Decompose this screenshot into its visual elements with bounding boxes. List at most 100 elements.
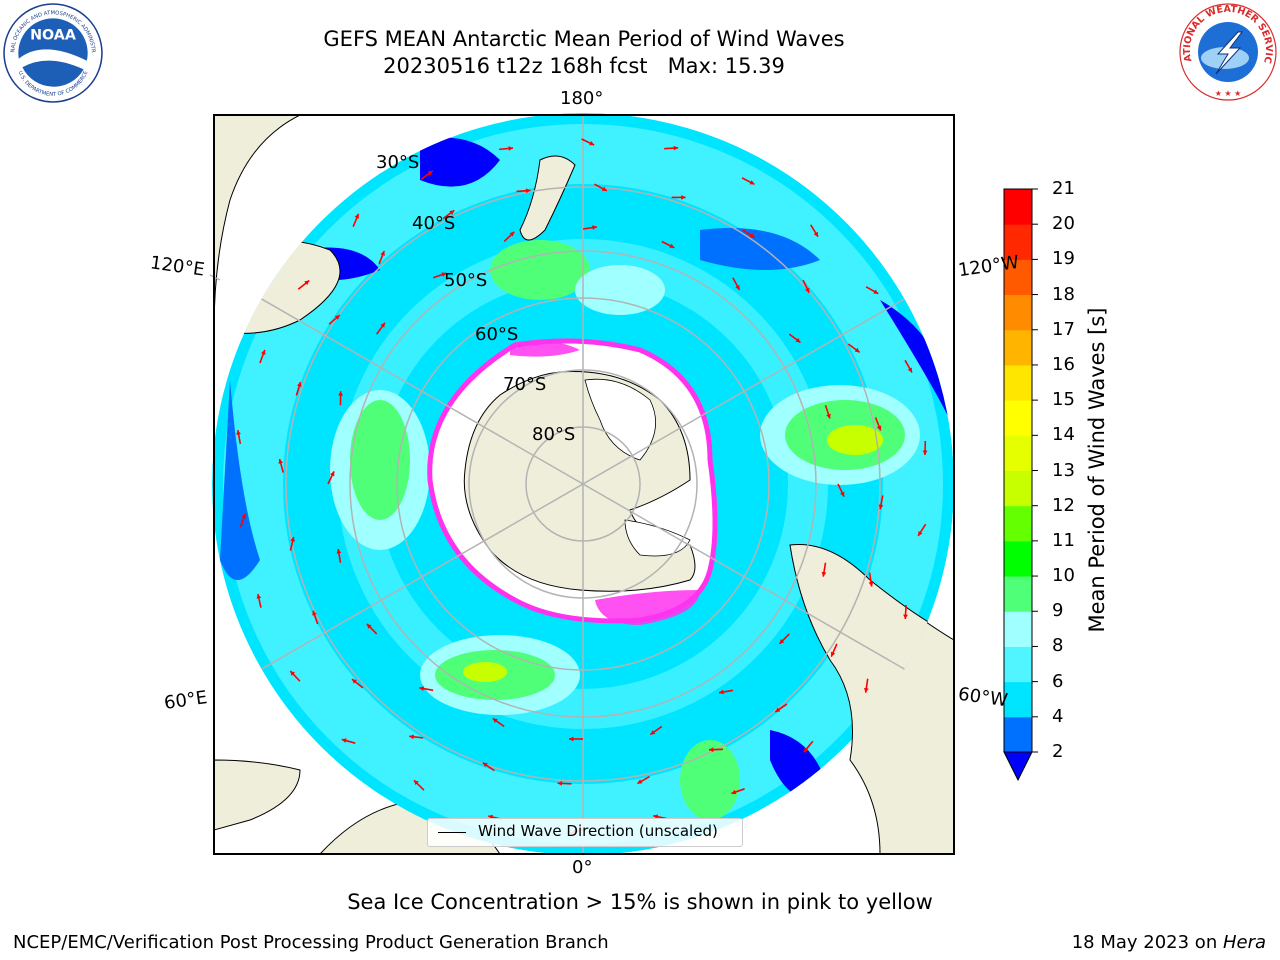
- wave-arrow-head: [492, 718, 498, 723]
- legend-label: Wind Wave Direction (unscaled): [478, 822, 718, 840]
- wave-arrow-head: [878, 504, 884, 510]
- wave-arrow-head: [261, 349, 266, 355]
- footer-machine: Hera: [1222, 932, 1266, 953]
- footer-date-text: 18 May 2023 on: [1071, 932, 1223, 953]
- wave-arrow-head: [296, 381, 302, 387]
- colorbar-tick-label: 19: [1052, 248, 1075, 270]
- colorbar-tick-label: 13: [1052, 459, 1075, 481]
- colorbar-segment: [1004, 364, 1032, 401]
- colorbar-tick-label: 17: [1052, 318, 1075, 340]
- wave-arrow-head: [854, 347, 860, 353]
- colorbar-tick-label: 10: [1052, 565, 1075, 587]
- wave-arrow-head: [813, 231, 819, 237]
- wave-arrow-head: [336, 548, 342, 554]
- wave-arrow-head: [907, 367, 912, 373]
- colorbar-segment: [1004, 505, 1032, 542]
- wave-arrow-head: [669, 243, 675, 248]
- wave-arrow-head: [409, 734, 414, 740]
- colorbar-tick-label: 8: [1052, 635, 1064, 657]
- colorbar-label: Mean Period of Wind Waves [s]: [1085, 307, 1109, 633]
- wave-arrow-head: [290, 536, 295, 542]
- chart-subtitle: 20230516 t12z 168h fcst Max: 15.39: [383, 54, 785, 78]
- colorbar-under-arrow: [1003, 751, 1033, 782]
- colorbar-segment: [1004, 576, 1032, 612]
- footer-credit: NCEP/EMC/Verification Post Processing Pr…: [13, 932, 609, 953]
- lat-label: 50°S: [444, 270, 488, 291]
- wave-arrow-head: [775, 707, 781, 712]
- wave-arrow-head: [922, 450, 928, 455]
- wave-arrow-head: [441, 272, 447, 277]
- wave-arrow-head: [830, 651, 836, 657]
- wave-arrow-head: [419, 686, 425, 691]
- wave-arrow-head: [731, 789, 737, 795]
- colorbar-segment: [1004, 189, 1032, 225]
- wave-arrow-head: [803, 747, 809, 753]
- wave-arrow-head: [805, 287, 810, 293]
- wave-arrow-head: [351, 679, 357, 684]
- wave-arrow-head: [749, 233, 755, 238]
- noaa-logo-text: NOAA: [30, 28, 76, 44]
- period-patch: [827, 425, 883, 455]
- wave-arrow-head: [380, 250, 385, 256]
- wave-arrow-head: [330, 471, 335, 477]
- wave-arrow-head: [413, 780, 419, 786]
- colorbar-segment: [1004, 294, 1032, 331]
- legend: Wind Wave Direction (unscaled): [427, 818, 743, 847]
- wave-arrow-head: [708, 747, 714, 753]
- colorbar-segment: [1004, 611, 1032, 647]
- colorbar-tick-label: 12: [1052, 494, 1075, 516]
- wave-arrow-head: [681, 195, 686, 200]
- wave-arrow-head: [427, 170, 433, 176]
- colorbar-segment: [1004, 224, 1032, 260]
- wave-arrow-head: [650, 730, 656, 735]
- wave-arrow-head: [290, 670, 296, 676]
- short-period-zone: [220, 380, 260, 580]
- wave-arrow-head: [826, 413, 831, 419]
- colorbar-tick-label: 11: [1052, 529, 1075, 551]
- sea-ice-note: Sea Ice Concentration > 15% is shown in …: [0, 890, 1280, 914]
- wave-arrow-head: [341, 738, 347, 743]
- legend-line: [438, 832, 466, 833]
- noaa-logo: NOAA NATIONAL OCEANIC AND ATMOSPHERIC AD…: [2, 2, 103, 103]
- colorbar-tick-label: 20: [1052, 213, 1075, 235]
- colorbar-tick-label: 16: [1052, 353, 1075, 375]
- wave-arrow-head: [525, 188, 531, 194]
- period-patch: [575, 265, 665, 315]
- land-new-zealand: [519, 155, 576, 241]
- colorbar-segment: [1004, 400, 1032, 436]
- wave-arrow-head: [256, 594, 262, 599]
- svg-text:★ ★ ★: ★ ★ ★: [1215, 89, 1242, 98]
- wave-arrow-head: [735, 285, 740, 291]
- lon-label-180: 180°: [560, 88, 604, 109]
- wave-arrow-head: [673, 145, 679, 151]
- wave-arrow-head: [795, 337, 801, 343]
- colorbar-tick-label: 2: [1052, 741, 1064, 762]
- colorbar-tick-label: 18: [1052, 283, 1075, 305]
- chart-title: GEFS MEAN Antarctic Mean Period of Wind …: [323, 27, 845, 51]
- wave-arrow-head: [366, 623, 372, 629]
- graticule: [212, 113, 954, 855]
- wave-arrow-head: [569, 736, 574, 742]
- wave-arrow-head: [873, 289, 879, 294]
- colorbar-segment: [1004, 329, 1032, 366]
- colorbar-tick-label: 21: [1052, 178, 1075, 199]
- lat-label: 30°S: [376, 152, 420, 173]
- wave-arrow-head: [840, 491, 845, 497]
- wave-arrow-head: [338, 391, 344, 396]
- wave-arrow-head: [380, 322, 385, 328]
- sea-ice-edge: [595, 590, 700, 625]
- lat-label: 60°S: [475, 324, 519, 345]
- wave-arrow-head: [868, 581, 874, 587]
- period-patch: [350, 400, 410, 520]
- wave-arrow-head: [312, 610, 317, 616]
- colorbar-tick-label: 15: [1052, 389, 1075, 411]
- colorbar-tick-label: 9: [1052, 600, 1064, 622]
- period-patch: [680, 740, 740, 820]
- wave-arrow-head: [903, 614, 908, 619]
- wave-arrow-head: [304, 280, 310, 286]
- short-period-zone: [700, 228, 820, 270]
- nws-logo: NATIONAL WEATHER SERVICE ★ ★ ★: [1178, 2, 1277, 101]
- colorbar-segment: [1004, 646, 1032, 683]
- wave-arrow-head: [601, 186, 607, 191]
